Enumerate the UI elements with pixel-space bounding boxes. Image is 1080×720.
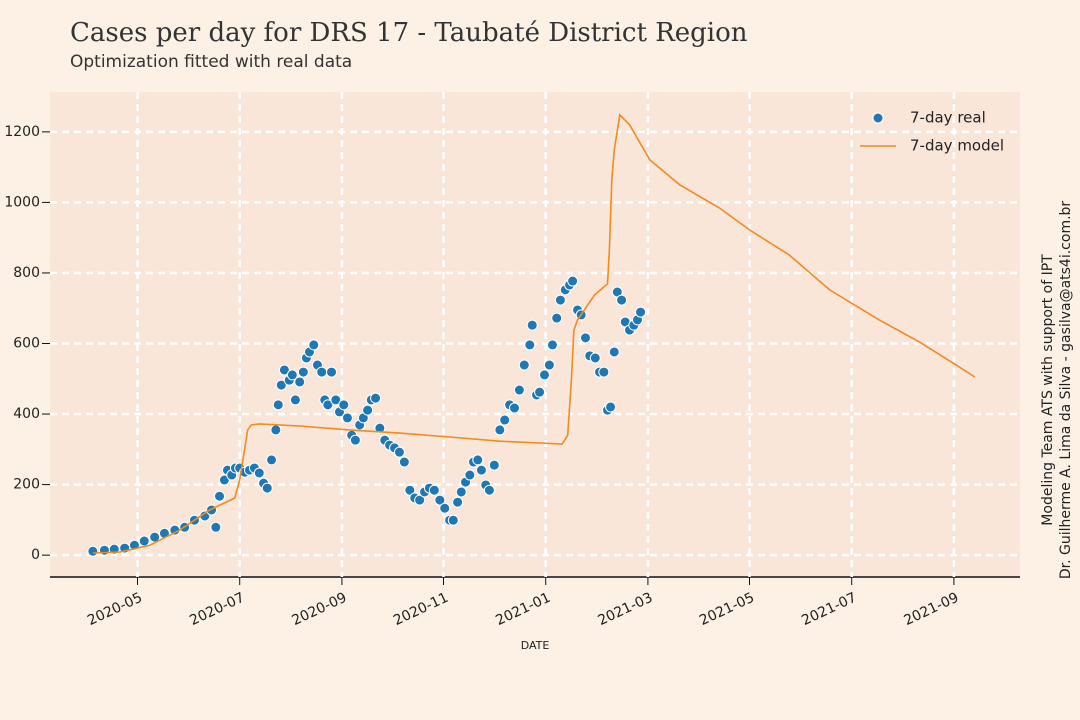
y-tick-label: 600 (13, 335, 40, 351)
scatter-point (518, 359, 530, 371)
scatter-point (270, 424, 282, 436)
scatter-point (414, 494, 426, 506)
scatter-point (452, 496, 464, 508)
scatter-point (483, 484, 495, 496)
scatter-point (546, 339, 558, 351)
scatter-point (635, 306, 647, 318)
scatter-point (326, 366, 338, 378)
scatter-point (338, 399, 350, 411)
scatter-point (370, 392, 382, 404)
scatter-point (464, 469, 476, 481)
scatter-point (322, 399, 334, 411)
scatter-point (534, 386, 546, 398)
scatter-point (567, 275, 579, 287)
scatter-point (428, 484, 440, 496)
scatter-point (598, 366, 610, 378)
chart-title: Cases per day for DRS 17 - Taubaté Distr… (70, 18, 748, 48)
x-tick-label: 2020-11 (391, 590, 451, 629)
scatter-point (605, 401, 617, 413)
x-tick-label: 2021-05 (697, 590, 757, 629)
scatter-point (608, 346, 620, 358)
legend-marker (872, 112, 884, 124)
scatter-point (616, 294, 628, 306)
scatter-point (554, 294, 566, 306)
scatter-point (210, 521, 222, 533)
scatter-point (261, 482, 273, 494)
x-tick-label: 2020-09 (290, 590, 350, 629)
y-tick-label: 200 (13, 477, 40, 493)
scatter-point (475, 464, 487, 476)
scatter-point (494, 424, 506, 436)
scatter-point (286, 369, 298, 381)
scatter-point (87, 545, 99, 557)
annotation: Dr. Guilherme A. Lima da Silva - gasilva… (1058, 201, 1074, 580)
scatter-point (398, 456, 410, 468)
scatter-point (278, 364, 290, 376)
scatter-point (472, 454, 484, 466)
scatter-point (513, 384, 525, 396)
x-tick-label: 2021-07 (799, 590, 859, 629)
scatter-point (272, 399, 284, 411)
x-tick-label: 2021-01 (493, 590, 553, 629)
scatter-point (289, 394, 301, 406)
x-tick-label: 2021-09 (902, 590, 962, 629)
scatter-point (543, 359, 555, 371)
scatter-point (439, 502, 451, 514)
scatter-point (253, 467, 265, 479)
x-tick-label: 2020-07 (187, 590, 247, 629)
scatter-point (308, 339, 320, 351)
scatter-point (98, 544, 110, 556)
scatter-point (266, 454, 278, 466)
scatter-point (589, 352, 601, 364)
scatter-point (349, 434, 361, 446)
y-tick-label: 400 (13, 406, 40, 422)
y-tick-label: 1000 (4, 194, 40, 210)
scatter-point (214, 490, 226, 502)
scatter-point (508, 402, 520, 414)
scatter-point (374, 422, 386, 434)
scatter-point (362, 404, 374, 416)
scatter-point (488, 459, 500, 471)
scatter-point (499, 414, 511, 426)
y-tick-label: 800 (13, 265, 40, 281)
scatter-point (447, 514, 459, 526)
y-tick-label: 0 (31, 547, 40, 563)
scatter-point (393, 446, 405, 458)
scatter-point (579, 332, 591, 344)
scatter-point (330, 394, 342, 406)
scatter-point (455, 486, 467, 498)
scatter-point (316, 366, 328, 378)
x-tick-label: 2021-03 (596, 590, 656, 629)
x-axis-label: DATE (521, 639, 550, 652)
scatter-point (526, 319, 538, 331)
scatter-point (551, 312, 563, 324)
scatter-point (538, 369, 550, 381)
scatter-point (434, 494, 446, 506)
scatter-point (524, 339, 536, 351)
plot-area (50, 92, 1020, 577)
scatter-point (294, 376, 306, 388)
y-tick-label: 1200 (4, 124, 40, 140)
scatter-point (297, 366, 309, 378)
annotation: Modeling Team ATS with support of IPT (1040, 254, 1056, 526)
scatter-point (275, 379, 287, 391)
chart-subtitle: Optimization fitted with real data (70, 52, 352, 72)
legend-label: 7-day real (910, 109, 986, 127)
legend-label: 7-day model (910, 137, 1004, 155)
x-tick-label: 2020-05 (85, 590, 145, 629)
model-line (92, 113, 976, 554)
scatter-point (138, 535, 150, 547)
scatter-point (404, 484, 416, 496)
scatter-point (341, 412, 353, 424)
